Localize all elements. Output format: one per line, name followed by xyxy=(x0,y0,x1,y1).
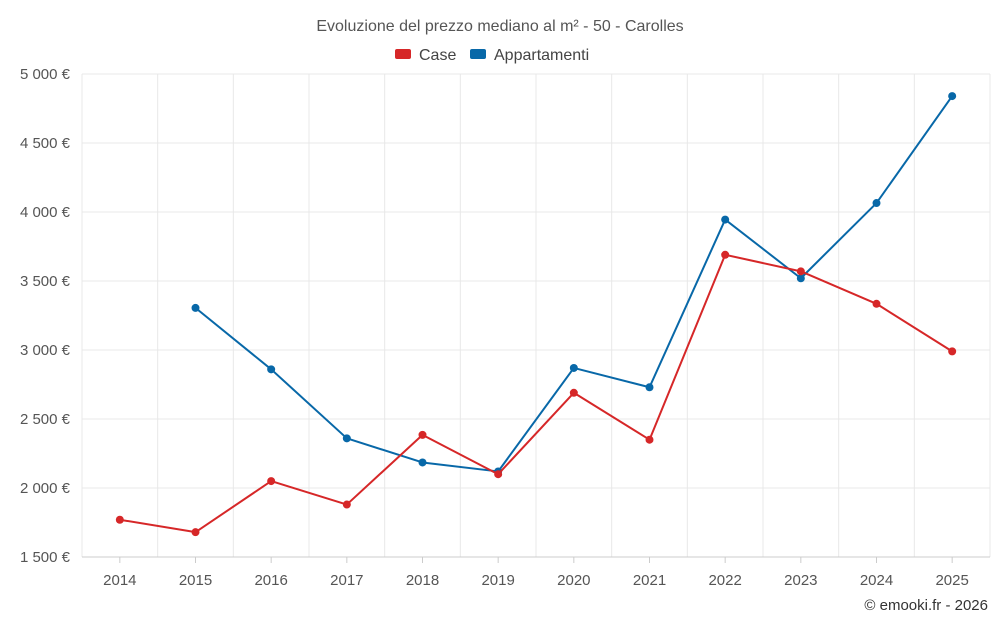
legend-swatch-appartamenti xyxy=(470,49,486,59)
x-tick-label: 2024 xyxy=(860,572,893,589)
data-point-appartamenti xyxy=(267,365,276,374)
y-tick-label: 4 500 € xyxy=(20,135,71,152)
x-tick-label: 2020 xyxy=(557,572,590,589)
data-point-appartamenti xyxy=(418,458,427,467)
data-point-case xyxy=(872,299,881,308)
data-point-case xyxy=(948,347,957,356)
data-point-case xyxy=(115,515,124,524)
data-point-appartamenti xyxy=(872,199,881,208)
data-point-appartamenti xyxy=(191,303,200,312)
legend-swatch-case xyxy=(395,49,411,59)
x-axis: 2014 2015 2016 2017 2018 2019 2020 2021 2022 2023… xyxy=(82,556,990,589)
x-tick-label: 2015 xyxy=(179,572,212,589)
y-tick-label: 3 000 € xyxy=(20,342,71,359)
y-tick-label: 4 000 € xyxy=(20,204,71,221)
data-point-case xyxy=(418,430,427,439)
data-point-appartamenti xyxy=(796,274,805,283)
data-point-case xyxy=(796,267,805,276)
legend-label-case: Case xyxy=(419,47,456,64)
data-point-appartamenti xyxy=(645,383,654,392)
series-line-case xyxy=(119,253,953,534)
y-tick-label: 3 500 € xyxy=(20,273,71,290)
data-point-case xyxy=(569,388,578,397)
x-tick-label: 2018 xyxy=(406,572,439,589)
credit-text: © emooki.fr - 2026 xyxy=(864,597,988,614)
y-tick-label: 5 000 € xyxy=(20,66,71,83)
y-axis: 1 500 € 2 000 € 2 500 € 3 000 € 3 500 € 4 000… xyxy=(20,66,71,566)
x-tick-label: 2014 xyxy=(103,572,136,589)
x-tick-label: 2022 xyxy=(708,572,741,589)
chart-legend: Case Appartamenti xyxy=(395,47,589,64)
x-tick-label: 2017 xyxy=(330,572,363,589)
grid-lines xyxy=(81,73,991,558)
data-point-case xyxy=(721,250,730,259)
data-point-appartamenti xyxy=(948,92,957,101)
data-point-case xyxy=(645,435,654,444)
data-point-appartamenti xyxy=(569,363,578,372)
x-tick-label: 2019 xyxy=(481,572,514,589)
y-tick-label: 2 500 € xyxy=(20,411,71,428)
x-tick-label: 2021 xyxy=(633,572,666,589)
x-tick-label: 2023 xyxy=(784,572,817,589)
y-tick-label: 1 500 € xyxy=(20,549,71,566)
x-tick-label: 2025 xyxy=(935,572,968,589)
data-point-case xyxy=(191,528,200,537)
legend-label-appartamenti: Appartamenti xyxy=(494,47,589,64)
chart-title: Evoluzione del prezzo mediano al m² - 50… xyxy=(316,18,683,35)
data-point-appartamenti xyxy=(342,434,351,443)
y-tick-label: 2 000 € xyxy=(20,480,71,497)
data-point-case xyxy=(267,477,276,486)
data-point-appartamenti xyxy=(721,215,730,224)
data-point-case xyxy=(342,500,351,509)
data-point-case xyxy=(494,470,503,479)
series-layer xyxy=(115,92,957,537)
x-tick-label: 2016 xyxy=(254,572,287,589)
